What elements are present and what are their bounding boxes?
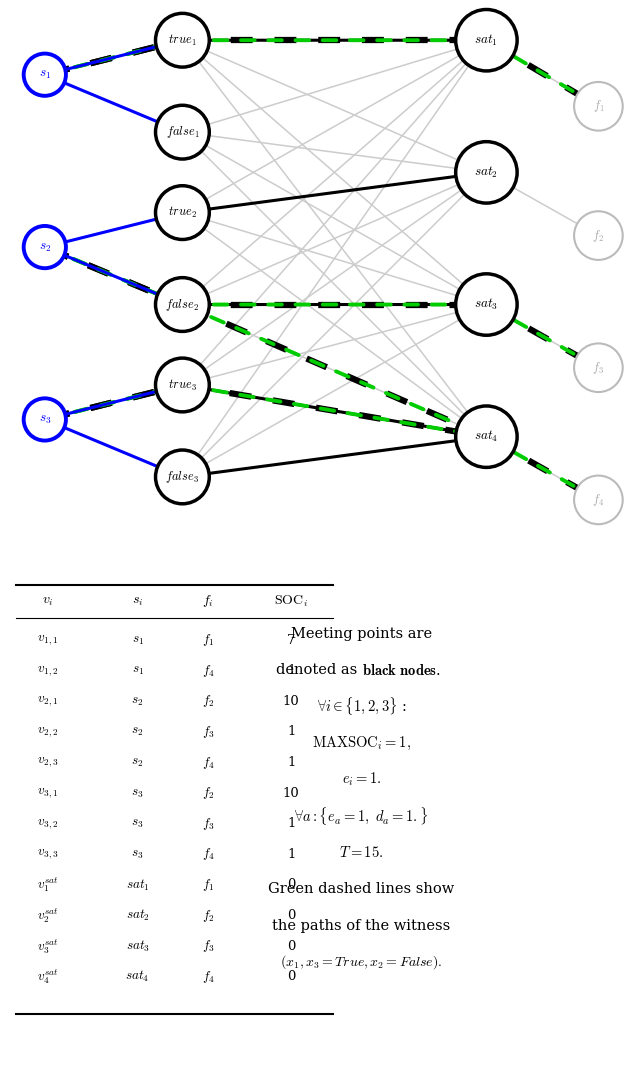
Text: 10: 10 bbox=[283, 786, 300, 800]
Ellipse shape bbox=[156, 13, 209, 67]
Text: $v_3^{sat}$: $v_3^{sat}$ bbox=[37, 937, 59, 956]
Text: $\mathbf{black\ nodes}$.: $\mathbf{black\ nodes}$. bbox=[362, 663, 440, 678]
Text: Meeting points are: Meeting points are bbox=[291, 626, 432, 641]
Text: $v_{2,2}$: $v_{2,2}$ bbox=[37, 725, 59, 739]
Text: $v_i$: $v_i$ bbox=[42, 594, 54, 609]
Text: $\mathrm{SOC}_i$: $\mathrm{SOC}_i$ bbox=[274, 594, 308, 609]
Text: $true_1$: $true_1$ bbox=[168, 32, 196, 47]
Text: $sat_2$: $sat_2$ bbox=[125, 908, 150, 924]
Text: $s_2$: $s_2$ bbox=[38, 241, 51, 253]
Text: Green dashed lines show: Green dashed lines show bbox=[268, 882, 455, 897]
Text: $v_{2,3}$: $v_{2,3}$ bbox=[37, 756, 59, 769]
Text: 0: 0 bbox=[287, 940, 296, 953]
Text: 1: 1 bbox=[287, 725, 296, 739]
Ellipse shape bbox=[156, 450, 209, 504]
Text: 0: 0 bbox=[287, 909, 296, 923]
Ellipse shape bbox=[574, 476, 623, 524]
Text: 1: 1 bbox=[287, 756, 296, 769]
Text: $(x_1, x_3 = True, x_2 = False).$: $(x_1, x_3 = True, x_2 = False).$ bbox=[280, 954, 443, 971]
Ellipse shape bbox=[456, 406, 517, 467]
Text: $sat_3$: $sat_3$ bbox=[125, 939, 150, 954]
Text: $s_3$: $s_3$ bbox=[131, 817, 144, 830]
Text: $\forall a : \{e_a = 1,\ d_a = 1.\}$: $\forall a : \{e_a = 1,\ d_a = 1.\}$ bbox=[294, 806, 429, 827]
Text: $sat_4$: $sat_4$ bbox=[125, 969, 150, 985]
Text: $e_i = 1.$: $e_i = 1.$ bbox=[342, 771, 381, 788]
Text: $s_1$: $s_1$ bbox=[132, 664, 143, 678]
Text: 1: 1 bbox=[287, 664, 296, 678]
Ellipse shape bbox=[24, 398, 66, 440]
Text: $false_1$: $false_1$ bbox=[166, 125, 199, 140]
Text: $f_1$: $f_1$ bbox=[202, 633, 214, 648]
Text: $sat_1$: $sat_1$ bbox=[474, 32, 499, 48]
Text: $f_1$: $f_1$ bbox=[202, 877, 214, 892]
Text: 0: 0 bbox=[287, 879, 296, 891]
Text: $sat_4$: $sat_4$ bbox=[474, 430, 499, 445]
Text: 1: 1 bbox=[287, 847, 296, 861]
Text: $v_2^{sat}$: $v_2^{sat}$ bbox=[37, 906, 59, 925]
Text: $f_3$: $f_3$ bbox=[202, 816, 214, 831]
Text: $true_3$: $true_3$ bbox=[168, 377, 197, 392]
Text: 10: 10 bbox=[283, 695, 300, 708]
Text: $false_3$: $false_3$ bbox=[165, 469, 200, 484]
Text: $f_2$: $f_2$ bbox=[202, 908, 214, 924]
Ellipse shape bbox=[24, 54, 66, 96]
Text: $s_i$: $s_i$ bbox=[132, 594, 143, 609]
Text: $s_3$: $s_3$ bbox=[131, 786, 144, 800]
Ellipse shape bbox=[156, 278, 209, 332]
Text: $v_{3,1}$: $v_{3,1}$ bbox=[38, 786, 58, 800]
Text: denoted as black nodes.: denoted as black nodes. bbox=[272, 663, 451, 678]
Text: $v_{1,1}$: $v_{1,1}$ bbox=[38, 634, 58, 647]
Text: $f_4$: $f_4$ bbox=[202, 846, 214, 862]
Text: $v_{3,2}$: $v_{3,2}$ bbox=[37, 817, 59, 830]
Text: $f_3$: $f_3$ bbox=[202, 939, 214, 954]
Text: $\forall i \in \{1,2,3\}$ :: $\forall i \in \{1,2,3\}$ : bbox=[317, 696, 406, 717]
Text: 1: 1 bbox=[287, 817, 296, 830]
Text: $v_{1,2}$: $v_{1,2}$ bbox=[37, 664, 59, 678]
Text: $s_2$: $s_2$ bbox=[131, 695, 144, 708]
Ellipse shape bbox=[574, 212, 623, 260]
Text: $s_2$: $s_2$ bbox=[131, 725, 144, 739]
Ellipse shape bbox=[456, 10, 517, 71]
Text: $s_1$: $s_1$ bbox=[132, 634, 143, 647]
Text: the paths of the witness: the paths of the witness bbox=[273, 918, 451, 933]
Text: 7: 7 bbox=[287, 634, 296, 647]
Text: 0: 0 bbox=[287, 970, 296, 984]
Text: $f_4$: $f_4$ bbox=[202, 663, 214, 679]
Ellipse shape bbox=[156, 358, 209, 411]
Text: $sat_2$: $sat_2$ bbox=[474, 164, 499, 180]
Text: $s_2$: $s_2$ bbox=[131, 756, 144, 769]
Ellipse shape bbox=[456, 142, 517, 203]
Text: $v_{3,3}$: $v_{3,3}$ bbox=[37, 847, 59, 861]
Text: denoted as: denoted as bbox=[276, 663, 362, 678]
Text: $f_1$: $f_1$ bbox=[593, 99, 604, 114]
Ellipse shape bbox=[156, 186, 209, 240]
Text: $v_1^{sat}$: $v_1^{sat}$ bbox=[37, 875, 59, 895]
Text: $v_4^{sat}$: $v_4^{sat}$ bbox=[37, 968, 59, 986]
Ellipse shape bbox=[456, 274, 517, 335]
Ellipse shape bbox=[156, 105, 209, 159]
Text: $s_3$: $s_3$ bbox=[131, 847, 144, 861]
Text: $sat_1$: $sat_1$ bbox=[125, 877, 150, 892]
Text: $f_2$: $f_2$ bbox=[593, 228, 604, 244]
Text: $v_{2,1}$: $v_{2,1}$ bbox=[38, 695, 58, 708]
Ellipse shape bbox=[574, 82, 623, 131]
Ellipse shape bbox=[24, 226, 66, 268]
Text: $f_3$: $f_3$ bbox=[593, 360, 604, 376]
Text: $f_3$: $f_3$ bbox=[202, 724, 214, 740]
Text: $true_2$: $true_2$ bbox=[168, 205, 197, 220]
Text: $f_2$: $f_2$ bbox=[202, 694, 214, 709]
Text: $f_4$: $f_4$ bbox=[202, 969, 214, 985]
Ellipse shape bbox=[574, 344, 623, 392]
Text: $s_3$: $s_3$ bbox=[38, 412, 51, 426]
Text: $f_4$: $f_4$ bbox=[592, 492, 605, 508]
Text: $s_1$: $s_1$ bbox=[39, 68, 51, 82]
Text: $f_2$: $f_2$ bbox=[202, 785, 214, 801]
Text: $f_i$: $f_i$ bbox=[202, 594, 214, 609]
Text: $sat_3$: $sat_3$ bbox=[474, 296, 499, 313]
Text: $f_4$: $f_4$ bbox=[202, 755, 214, 770]
Text: $T = 15.$: $T = 15.$ bbox=[339, 845, 384, 860]
Text: $false_2$: $false_2$ bbox=[165, 296, 200, 313]
Text: $\mathrm{MAXSOC}_i = 1,$: $\mathrm{MAXSOC}_i = 1,$ bbox=[312, 735, 411, 752]
